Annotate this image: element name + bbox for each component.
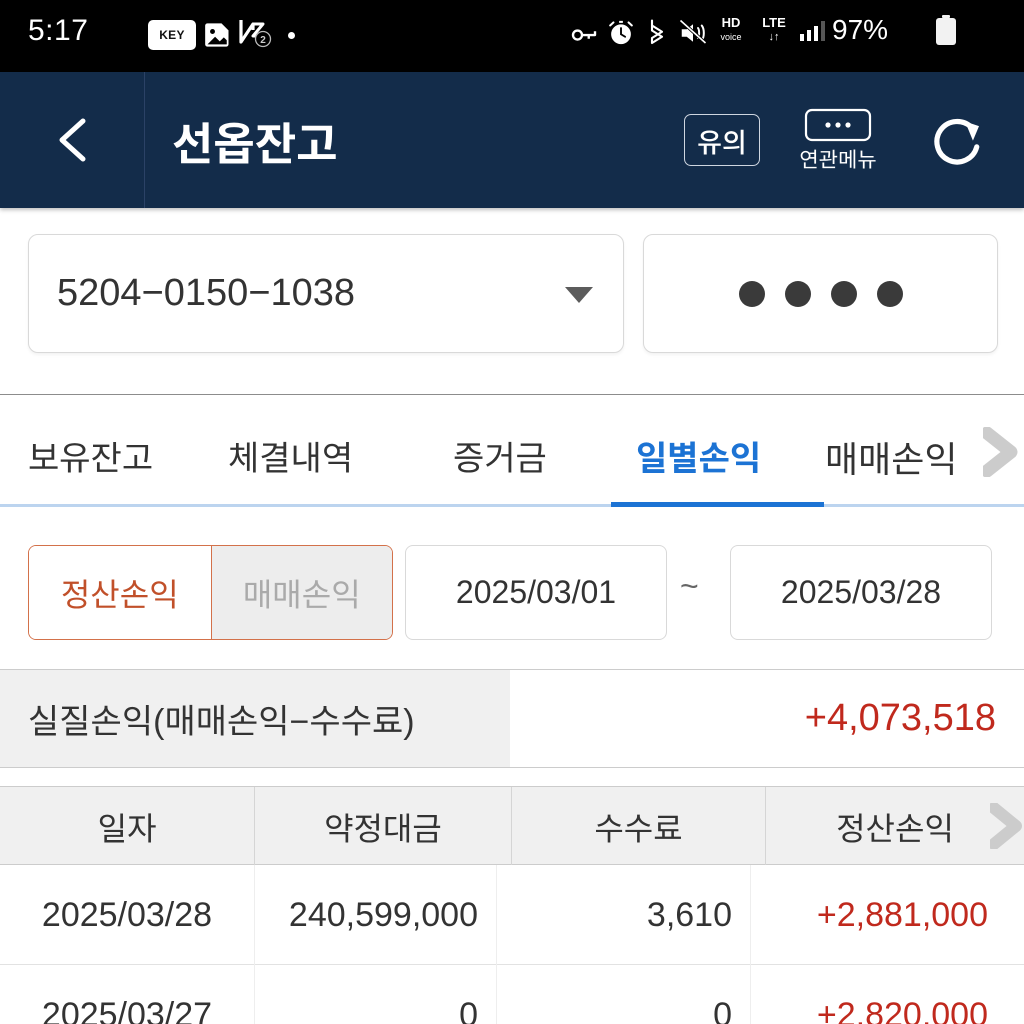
svg-text:2: 2 <box>260 35 266 46</box>
